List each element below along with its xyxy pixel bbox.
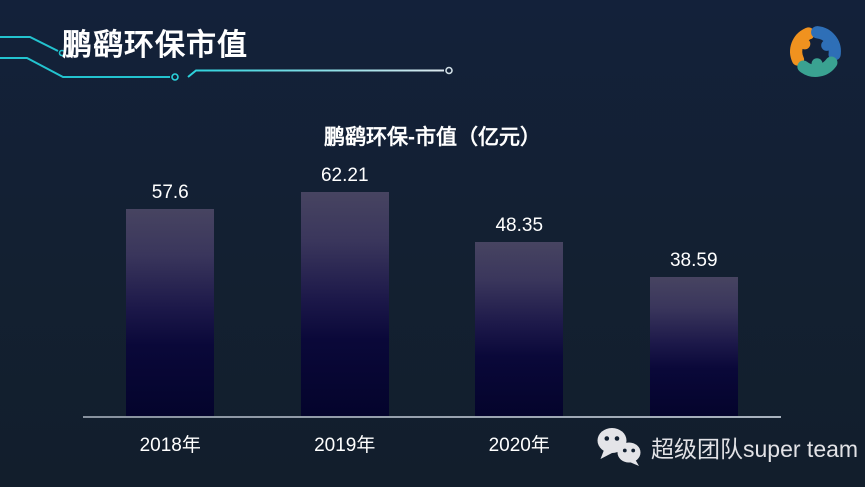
bar — [126, 209, 215, 416]
bar-value-label: 48.35 — [495, 215, 544, 236]
bar-group: 62.21 — [300, 165, 389, 416]
watermark: 超级团队super team — [596, 427, 858, 467]
x-axis-line — [83, 416, 781, 418]
x-axis-category: 2018年 — [139, 435, 201, 456]
bar-value-label: 57.6 — [151, 182, 189, 203]
page-title: 鹏鹞环保市值 — [62, 29, 248, 62]
circuit-decoration — [0, 36, 453, 81]
plot-area: 57.6 2018年 62.21 2019年 48.35 2020年 38.59 — [83, 150, 781, 456]
bar — [475, 242, 564, 416]
bar — [300, 192, 389, 416]
bar-value-label: 38.59 — [669, 250, 718, 271]
bar — [649, 277, 738, 416]
x-axis-category: 2019年 — [314, 435, 376, 456]
chart-title: 鹏鹞环保-市值（亿元） — [324, 126, 541, 149]
watermark-text: 超级团队super team — [651, 436, 859, 462]
x-axis-category: 2020年 — [488, 435, 550, 456]
bar-group: 38.59 — [649, 250, 738, 416]
team-swirl-logo-icon — [790, 26, 841, 77]
bar-group: 57.6 — [126, 182, 215, 416]
wechat-icon — [597, 428, 641, 466]
bar-value-label: 62.21 — [320, 165, 369, 186]
bar-group: 48.35 — [475, 215, 564, 416]
